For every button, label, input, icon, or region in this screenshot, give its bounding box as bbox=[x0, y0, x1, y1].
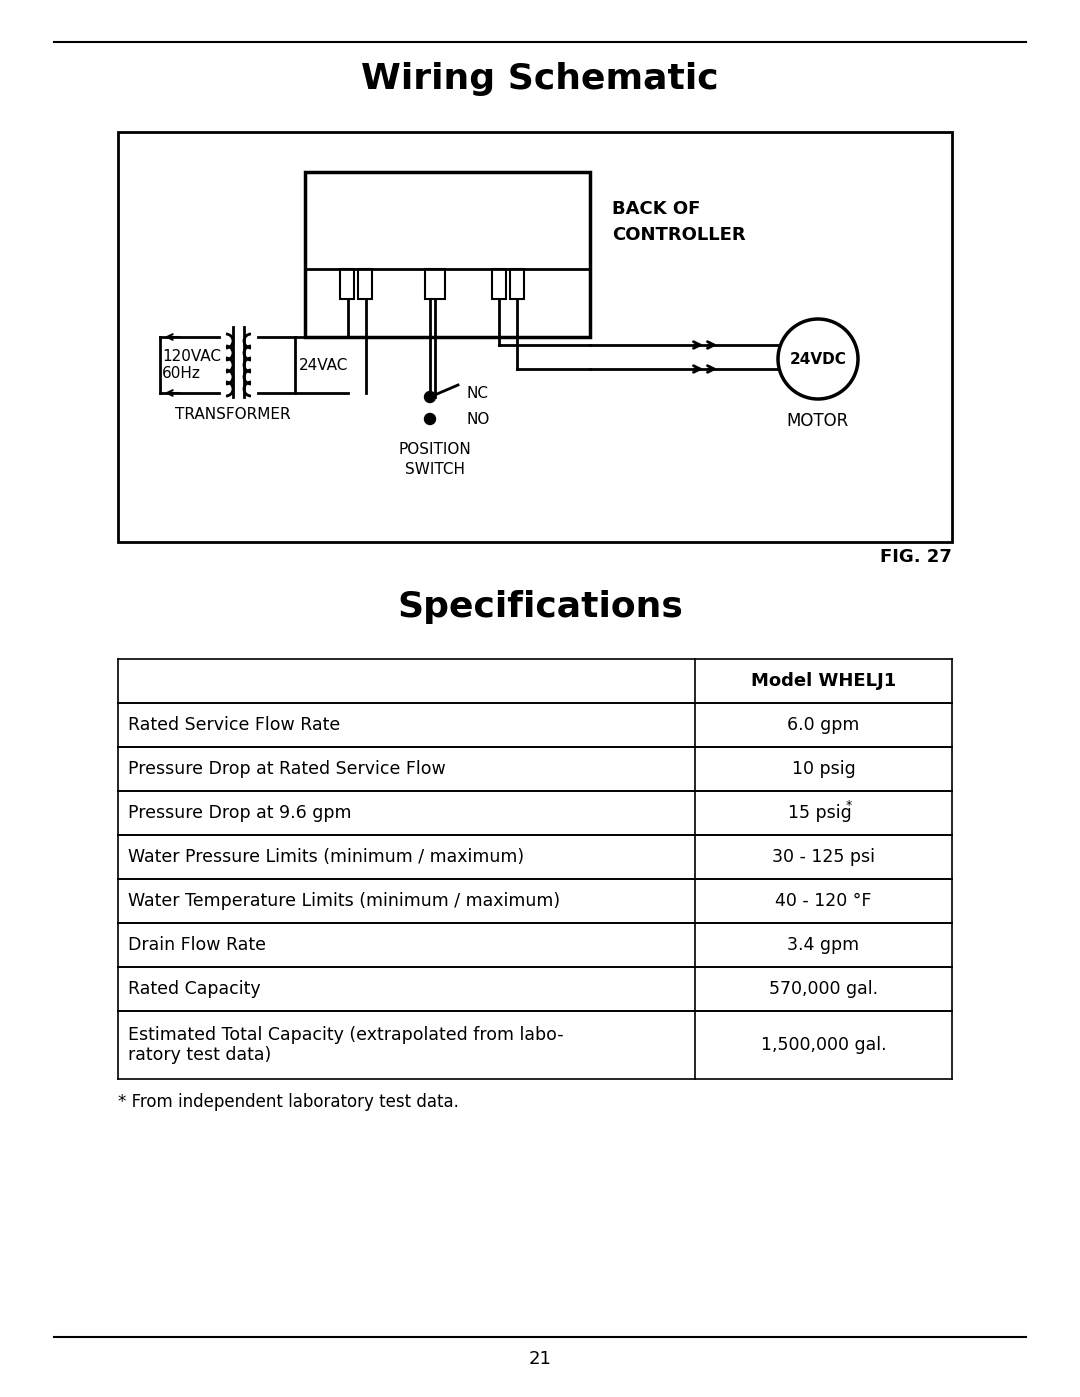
Bar bbox=[305, 172, 590, 337]
Text: Rated Service Flow Rate: Rated Service Flow Rate bbox=[129, 717, 340, 733]
Text: NO: NO bbox=[465, 412, 489, 426]
Text: Water Temperature Limits (minimum / maximum): Water Temperature Limits (minimum / maxi… bbox=[129, 893, 561, 909]
Text: Specifications: Specifications bbox=[397, 590, 683, 624]
Text: Pressure Drop at 9.6 gpm: Pressure Drop at 9.6 gpm bbox=[129, 805, 351, 821]
Text: Drain Flow Rate: Drain Flow Rate bbox=[129, 936, 266, 954]
Text: POSITION
SWITCH: POSITION SWITCH bbox=[399, 441, 471, 476]
Circle shape bbox=[424, 414, 435, 425]
Text: TRANSFORMER: TRANSFORMER bbox=[175, 407, 291, 422]
Text: 570,000 gal.: 570,000 gal. bbox=[769, 981, 878, 997]
Text: Water Pressure Limits (minimum / maximum): Water Pressure Limits (minimum / maximum… bbox=[129, 848, 524, 866]
Bar bbox=[426, 270, 445, 299]
Text: 30 - 125 psi: 30 - 125 psi bbox=[772, 848, 875, 866]
Circle shape bbox=[424, 391, 435, 402]
Text: BACK OF
CONTROLLER: BACK OF CONTROLLER bbox=[612, 201, 745, 243]
Text: NC: NC bbox=[465, 386, 488, 401]
Text: 1,500,000 gal.: 1,500,000 gal. bbox=[760, 1037, 887, 1053]
Text: Pressure Drop at Rated Service Flow: Pressure Drop at Rated Service Flow bbox=[129, 760, 446, 778]
Text: 24VAC: 24VAC bbox=[299, 358, 349, 373]
Text: 40 - 120 °F: 40 - 120 °F bbox=[775, 893, 872, 909]
Circle shape bbox=[778, 319, 858, 400]
Text: FIG. 27: FIG. 27 bbox=[880, 548, 951, 566]
Bar bbox=[492, 270, 507, 299]
Bar bbox=[357, 270, 372, 299]
Text: Rated Capacity: Rated Capacity bbox=[129, 981, 260, 997]
Text: 3.4 gpm: 3.4 gpm bbox=[787, 936, 860, 954]
Text: 15 psig: 15 psig bbox=[787, 805, 851, 821]
Text: 24VDC: 24VDC bbox=[789, 352, 847, 366]
Text: 21: 21 bbox=[528, 1350, 552, 1368]
Text: Model WHELJ1: Model WHELJ1 bbox=[751, 672, 896, 690]
Text: Estimated Total Capacity (extrapolated from labo-
ratory test data): Estimated Total Capacity (extrapolated f… bbox=[129, 1025, 564, 1065]
Bar bbox=[340, 270, 354, 299]
Text: * From independent laboratory test data.: * From independent laboratory test data. bbox=[118, 1092, 459, 1111]
Text: 6.0 gpm: 6.0 gpm bbox=[787, 717, 860, 733]
Text: 120VAC
60Hz: 120VAC 60Hz bbox=[162, 349, 221, 381]
Text: 10 psig: 10 psig bbox=[792, 760, 855, 778]
Text: *: * bbox=[846, 799, 852, 812]
Bar bbox=[510, 270, 524, 299]
Text: MOTOR: MOTOR bbox=[787, 412, 849, 430]
Text: Wiring Schematic: Wiring Schematic bbox=[361, 61, 719, 96]
Bar bbox=[118, 131, 951, 542]
